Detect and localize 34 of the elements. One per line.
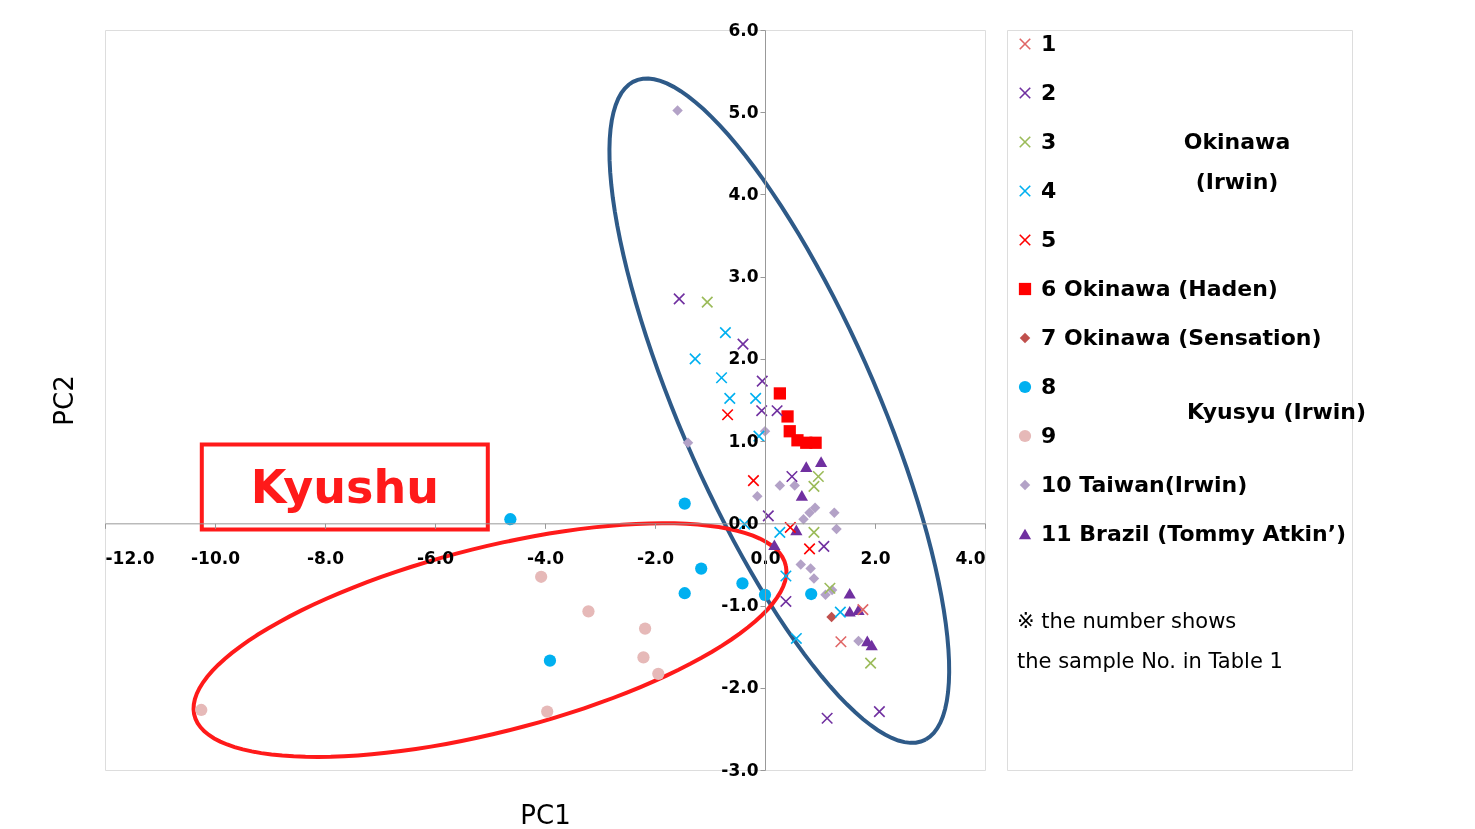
y-tick-label: -2.0 — [721, 677, 759, 698]
legend-label: 1 — [1041, 31, 1057, 56]
y-tick-label: -3.0 — [721, 759, 759, 780]
y-tick-label: 4.0 — [728, 183, 759, 204]
legend-label: 9 — [1041, 423, 1057, 448]
x-tick-label: -10.0 — [191, 547, 241, 568]
y-tick-label: 1.0 — [728, 430, 759, 451]
y-tick-label: 5.0 — [728, 101, 759, 122]
text: Kyusyu (Irwin) — [1187, 398, 1367, 424]
text: Okinawa (Irwin) — [1183, 129, 1291, 194]
x-tick-label: -8.0 — [306, 547, 345, 568]
y-tick-label: 3.0 — [728, 266, 759, 287]
y-tick-label: 6.0 — [728, 19, 759, 40]
legend-label: 7 Okinawa (Sensation) — [1041, 325, 1322, 350]
x-tick-label: -4.0 — [526, 547, 565, 568]
x-tick-label: -2.0 — [636, 547, 675, 568]
x-tick-label: 4.0 — [955, 547, 986, 568]
legend-label: 4 — [1041, 178, 1057, 203]
legend-label: 2 — [1041, 80, 1057, 105]
y-tick-label: 2.0 — [728, 348, 759, 369]
annotation: Kyushu — [250, 459, 439, 514]
legend-label: 11 Brazil (Tommy Atkin’) — [1041, 521, 1347, 546]
text: ※ the number shows the sample No. in Table 1 — [1017, 609, 1283, 674]
x-tick-label: 0.0 — [750, 547, 781, 568]
legend-label: 3 — [1041, 129, 1057, 154]
y-axis-title: PC2 — [48, 375, 79, 426]
legend-label: 10 Taiwan(Irwin) — [1041, 472, 1248, 497]
legend-label: 8 — [1041, 374, 1057, 399]
legend-label: 6 Okinawa (Haden) — [1041, 276, 1278, 301]
x-tick-label: -12.0 — [105, 547, 155, 568]
y-tick-label: -1.0 — [721, 595, 759, 616]
x-tick-label: 2.0 — [860, 547, 891, 568]
legend-label: 5 — [1041, 227, 1057, 252]
x-axis-title: PC1 — [520, 799, 571, 829]
